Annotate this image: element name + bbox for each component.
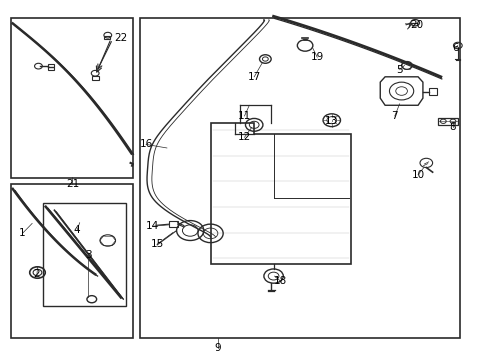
Text: 21: 21: [65, 179, 79, 189]
Text: 20: 20: [409, 20, 422, 30]
Text: 14: 14: [145, 221, 159, 231]
Text: 13: 13: [325, 116, 338, 126]
Text: 22: 22: [114, 33, 127, 43]
Text: 17: 17: [247, 72, 260, 82]
Text: 3: 3: [85, 250, 92, 260]
Text: 10: 10: [411, 170, 424, 180]
Text: 12: 12: [237, 132, 251, 142]
Text: 4: 4: [74, 225, 81, 235]
Text: 1: 1: [19, 228, 26, 238]
Text: 9: 9: [214, 343, 221, 353]
Text: 2: 2: [34, 269, 40, 279]
Text: 15: 15: [150, 239, 163, 249]
Text: 6: 6: [451, 43, 458, 53]
Text: 19: 19: [310, 52, 323, 62]
Text: 7: 7: [391, 111, 397, 121]
Text: 5: 5: [395, 65, 402, 75]
Text: 11: 11: [237, 111, 251, 121]
Text: 8: 8: [449, 122, 455, 132]
Text: 16: 16: [139, 139, 152, 149]
Text: 18: 18: [274, 276, 287, 287]
